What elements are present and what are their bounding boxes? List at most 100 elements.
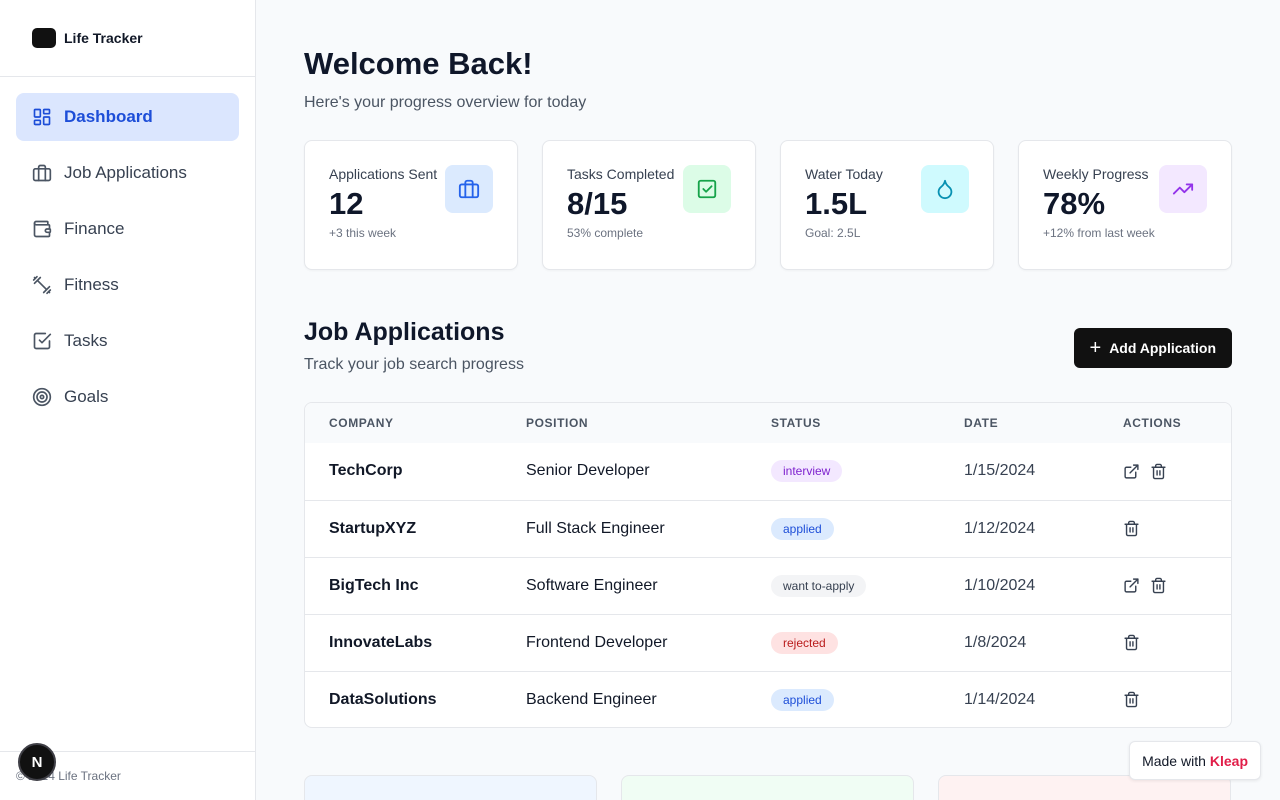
- stat-label: Water Today: [805, 166, 883, 182]
- stat-note: +3 this week: [329, 226, 397, 240]
- trash-icon[interactable]: [1123, 691, 1140, 708]
- section-subtitle: Track your job search progress: [304, 356, 524, 373]
- add-application-label: Add Application: [1109, 340, 1216, 356]
- actions-cell: [1099, 671, 1231, 727]
- trash-icon[interactable]: [1123, 520, 1140, 537]
- company-cell: InnovateLabs: [329, 633, 433, 651]
- logo-icon: [32, 28, 56, 48]
- column-header-date: DATE: [964, 416, 999, 430]
- add-application-button[interactable]: + Add Application: [1073, 328, 1232, 368]
- sidebar-item-label: Goals: [64, 387, 109, 406]
- job-applications-table: COMPANY POSITION STATUS DATE ACTIONS TechCor…: [304, 402, 1232, 728]
- kleap-brand: Kleap: [1209, 752, 1248, 769]
- table-row: StartupXYZ Full Stack Engineer applied 1/12…: [305, 500, 1231, 557]
- next-dev-badge[interactable]: N: [18, 743, 56, 781]
- column-header-position: POSITION: [526, 416, 589, 430]
- check-square-icon: [683, 165, 731, 213]
- summary-card: [304, 775, 597, 800]
- stat-note: 53% complete: [567, 226, 644, 240]
- stat-card-water-today: Water Today 1.5L Goal: 2.5L: [780, 140, 994, 270]
- summary-card: [621, 775, 914, 800]
- date-cell: 1/15/2024: [964, 462, 1036, 480]
- actions-cell: [1099, 557, 1231, 614]
- wallet-icon: [32, 219, 52, 239]
- brand[interactable]: Life Tracker: [0, 0, 255, 77]
- table-row: InnovateLabs Frontend Developer rejected 1/…: [305, 614, 1231, 671]
- trash-icon[interactable]: [1150, 463, 1167, 480]
- target-icon: [32, 387, 52, 407]
- status-badge: applied: [771, 688, 834, 711]
- company-cell: DataSolutions: [329, 690, 437, 708]
- actions-cell: [1099, 443, 1231, 500]
- table-header-row: COMPANY POSITION STATUS DATE ACTIONS: [305, 403, 1231, 443]
- external-link-icon[interactable]: [1123, 577, 1140, 594]
- status-badge: interview: [771, 460, 843, 483]
- status-cell: applied: [747, 500, 940, 557]
- actions-cell: [1099, 500, 1231, 557]
- status-cell: rejected: [747, 614, 940, 671]
- status-badge: want to-apply: [771, 574, 867, 597]
- made-with-kleap-badge[interactable]: Made with Kleap: [1129, 741, 1261, 780]
- sidebar-item-finance[interactable]: Finance: [16, 205, 239, 253]
- app-name: Life Tracker: [64, 30, 143, 46]
- kleap-prefix: Made with: [1142, 752, 1206, 769]
- trash-icon[interactable]: [1150, 577, 1167, 594]
- status-cell: interview: [747, 443, 940, 500]
- droplet-icon: [921, 165, 969, 213]
- company-cell: StartupXYZ: [329, 519, 417, 537]
- main-content: Welcome Back! Here's your progress overv…: [256, 0, 1280, 800]
- sidebar-item-fitness[interactable]: Fitness: [16, 261, 239, 309]
- dumbbell-icon: [32, 275, 52, 295]
- checkbox-icon: [32, 331, 52, 351]
- sidebar-item-job-applications[interactable]: Job Applications: [16, 149, 239, 197]
- stat-value: 1.5L: [805, 186, 868, 221]
- sidebar-item-label: Finance: [64, 219, 125, 238]
- position-cell: Backend Engineer: [526, 690, 657, 708]
- position-cell: Frontend Developer: [526, 633, 668, 651]
- position-cell: Senior Developer: [526, 462, 650, 480]
- column-header-status: STATUS: [771, 416, 821, 430]
- stat-value: 78%: [1043, 186, 1106, 221]
- sidebar: Life Tracker Dashboard Job Applications Fi…: [0, 0, 256, 800]
- date-cell: 1/14/2024: [964, 690, 1036, 708]
- table-row: BigTech Inc Software Engineer want to-appl…: [305, 557, 1231, 614]
- date-cell: 1/8/2024: [964, 633, 1027, 651]
- status-badge: rejected: [771, 631, 838, 654]
- trash-icon[interactable]: [1123, 634, 1140, 651]
- date-cell: 1/12/2024: [964, 519, 1036, 537]
- sidebar-nav: Dashboard Job Applications Finance Fitness T…: [0, 77, 255, 445]
- sidebar-item-label: Fitness: [64, 275, 119, 294]
- stat-note: Goal: 2.5L: [805, 226, 861, 240]
- actions-cell: [1099, 614, 1231, 671]
- briefcase-icon: [32, 163, 52, 183]
- page-title: Welcome Back!: [304, 46, 533, 81]
- dashboard-icon: [32, 107, 52, 127]
- stat-value: 8/15: [567, 186, 628, 221]
- sidebar-item-label: Dashboard: [64, 107, 153, 126]
- stat-card-applications-sent: Applications Sent 12 +3 this week: [304, 140, 518, 270]
- sidebar-item-label: Job Applications: [64, 163, 187, 182]
- column-header-actions: ACTIONS: [1123, 416, 1182, 430]
- page-subtitle: Here's your progress overview for today: [304, 94, 587, 111]
- position-cell: Software Engineer: [526, 576, 658, 594]
- external-link-icon[interactable]: [1123, 463, 1140, 480]
- status-badge: applied: [771, 517, 834, 540]
- sidebar-item-goals[interactable]: Goals: [16, 373, 239, 421]
- stat-label: Applications Sent: [329, 166, 438, 182]
- stat-value: 12: [329, 186, 364, 221]
- company-cell: TechCorp: [329, 462, 403, 480]
- stat-label: Weekly Progress: [1043, 166, 1149, 182]
- company-cell: BigTech Inc: [329, 576, 419, 594]
- bottom-cards: [304, 775, 1231, 800]
- sidebar-item-dashboard[interactable]: Dashboard: [16, 93, 239, 141]
- sidebar-item-label: Tasks: [64, 331, 108, 350]
- section-title: Job Applications: [304, 318, 505, 346]
- stat-card-weekly-progress: Weekly Progress 78% +12% from last week: [1018, 140, 1232, 270]
- column-header-company: COMPANY: [329, 416, 394, 430]
- plus-icon: +: [1089, 337, 1102, 359]
- sidebar-item-tasks[interactable]: Tasks: [16, 317, 239, 365]
- stat-card-tasks-completed: Tasks Completed 8/15 53% complete: [542, 140, 756, 270]
- trending-up-icon: [1159, 165, 1207, 213]
- table-row: DataSolutions Backend Engineer applied 1/14…: [305, 671, 1231, 727]
- table-row: TechCorp Senior Developer interview 1/15/20…: [305, 443, 1231, 500]
